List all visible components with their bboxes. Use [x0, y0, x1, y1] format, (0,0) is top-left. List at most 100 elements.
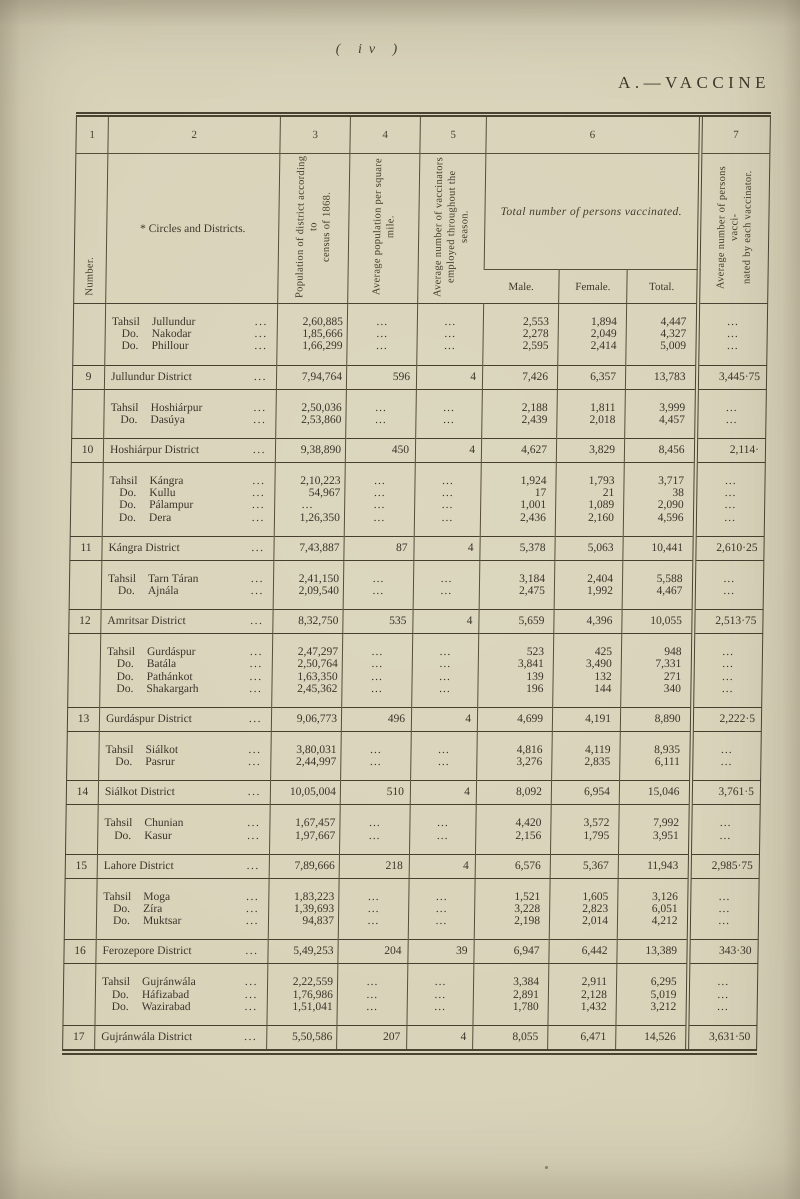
tahsil-total-cell: 6,111 [619, 756, 691, 781]
tahsil-name: Tahsil Kángra [109, 475, 184, 488]
tahsil-number-cell [68, 634, 100, 659]
tahsil-female-cell: 144 [552, 682, 622, 708]
tahsil-row: Tahsil Siálkot ... 3,80,031 ... ... 4,816… [67, 731, 762, 757]
tahsil-name-prefix: Do. [111, 1000, 129, 1013]
district-female-cell: 3,829 [556, 438, 625, 463]
leader-dots: ... [254, 316, 268, 328]
tahsil-male-cell: 1,001 [480, 499, 556, 512]
district-male-cell: 5,378 [479, 536, 556, 561]
tahsil-name: Tahsil Tarn Táran [107, 572, 199, 585]
leader-dots: ... [253, 401, 267, 414]
tahsil-total-cell: 271 [621, 670, 693, 683]
column-number-1: 1 [75, 114, 109, 154]
tahsil-name: Do. Zíra [103, 903, 162, 915]
tahsil-name-prefix: Do. [121, 340, 139, 353]
district-population-cell: 9,06,773 [271, 707, 342, 732]
tahsil-female-cell: 2,049 [558, 328, 627, 341]
district-total-cell: 11,943 [618, 854, 690, 879]
tahsil-row: Do. Batála ... 2,50,764 ... ... 3,841 3,4… [68, 658, 763, 671]
tahsil-row: Do. Dera ... 1,26,350 ... ... 2,436 2,160… [70, 511, 765, 537]
tahsil-number-cell [67, 732, 99, 757]
district-name: Jullundur District [110, 370, 192, 383]
tahsil-population-cell: 1,26,350 [274, 511, 345, 537]
district-name: Hoshiárpur District [109, 444, 200, 457]
tahsil-vaccinators-cell: ... [412, 633, 479, 659]
tahsil-total-cell: 3,951 [618, 829, 690, 855]
district-total-cell: 10,441 [622, 536, 695, 561]
col-header-districts: * Circles and Districts. [105, 153, 280, 304]
tahsil-total-cell: 8,935 [619, 731, 692, 757]
district-average-cell: 343·30 [687, 939, 759, 964]
leader-dots: ... [248, 713, 263, 726]
tahsil-name: Do. Nakodar [112, 328, 192, 340]
tahsil-density-cell: ... [347, 328, 418, 341]
tahsil-vaccinators-cell: ... [411, 682, 479, 708]
district-name-cell: Hoshiárpur District ... [103, 438, 276, 463]
tahsil-female-cell: 1,894 [558, 303, 627, 329]
tahsil-average-cell: ... [689, 804, 761, 830]
col-header-average-text: Average number of persons vacci- nated b… [715, 165, 754, 289]
leader-dots: ... [248, 744, 262, 757]
district-male-cell: 8,055 [472, 1025, 548, 1053]
tahsil-number-cell [69, 560, 101, 585]
tahsil-name-cell: Tahsil Jullundur ... [105, 303, 278, 329]
tahsil-density-cell: ... [338, 903, 409, 916]
tahsil-name-cell: Do. Pathánkot ... [100, 670, 273, 683]
district-name: Amritsar District [107, 615, 186, 628]
tahsil-name: Tahsil Hoshiárpur [110, 401, 203, 414]
district-group: Tahsil Tarn Táran ... 2,41,150 ... ... 3,… [68, 560, 764, 634]
tahsil-female-cell: 132 [553, 670, 622, 683]
tahsil-name-cell: Tahsil Gurdáspur ... [100, 633, 273, 659]
district-vaccinators-cell: 4 [409, 854, 476, 879]
tahsil-name: Tahsil Chunian [104, 817, 184, 830]
district-vaccinators-cell: 4 [416, 365, 483, 390]
tahsil-total-cell: 4,447 [626, 303, 698, 329]
tahsil-female-cell: 2,160 [555, 511, 624, 537]
district-vaccinators-cell: 4 [415, 438, 482, 463]
district-total-row: 16 Ferozepore District ... 5,49,253 204 … [63, 939, 759, 964]
tahsil-density-cell: ... [340, 756, 411, 781]
tahsil-male-cell: 2,595 [482, 340, 559, 366]
tahsil-male-cell: 2,436 [480, 511, 556, 537]
tahsil-female-cell: 2,911 [548, 963, 617, 989]
district-average-cell: 2,114· [695, 438, 766, 463]
district-total-cell: 13,783 [625, 365, 697, 390]
tahsil-vaccinators-cell: ... [407, 963, 474, 989]
district-average-cell: 3,631·50 [686, 1025, 757, 1053]
col-header-vaccinators-text: Average number of vaccinators employed t… [432, 157, 471, 297]
tahsil-average-cell: ... [694, 511, 765, 537]
district-population-cell: 10,05,004 [270, 780, 341, 805]
district-name: Gujránwála District [101, 1031, 193, 1044]
district-female-cell: 5,367 [550, 854, 619, 879]
tahsil-number-cell [66, 805, 98, 830]
col-header-vaccinated-caption: Total number of persons vaccinated. [484, 153, 700, 270]
leader-dots: ... [247, 817, 261, 830]
tahsil-vaccinators-cell: ... [413, 560, 480, 586]
tahsil-name-cell: Do. Kullu ... [102, 487, 275, 500]
tahsil-population-cell: 2,60,885 [277, 303, 348, 329]
tahsil-average-cell: ... [688, 878, 760, 904]
tahsil-name-cell: Do. Muktsar ... [96, 915, 269, 940]
tahsil-vaccinators-cell: ... [408, 903, 475, 916]
district-name: Siálkot District [104, 786, 175, 799]
district-total-cell: 15,046 [619, 780, 691, 805]
tahsil-density-cell: ... [337, 988, 408, 1001]
leader-dots: ... [244, 1031, 258, 1044]
column-number-6: 6 [485, 114, 701, 154]
tahsil-total-cell: 6,295 [616, 963, 688, 989]
tahsil-name-prefix: Do. [112, 915, 131, 928]
district-total-cell: 10,055 [621, 609, 694, 634]
tahsil-male-cell: 4,816 [476, 731, 553, 757]
tahsil-name: Tahsil Gurdáspur [106, 646, 196, 659]
column-number-2: 2 [107, 114, 281, 154]
district-female-cell: 6,357 [557, 365, 626, 390]
tahsil-vaccinators-cell: ... [412, 670, 479, 683]
tahsil-name-prefix: Tahsil [110, 401, 139, 414]
tahsil-population-cell: 1,63,350 [272, 670, 343, 683]
district-average-cell: 3,761·5 [690, 780, 761, 805]
tahsil-female-cell: 1,605 [549, 878, 619, 904]
district-name-cell: Ferozepore District ... [95, 939, 269, 964]
tahsil-male-cell: 2,891 [473, 988, 549, 1001]
vaccinated-caption-text: Total number of persons vaccinated. [500, 205, 683, 218]
tahsil-density-cell: ... [342, 633, 413, 659]
